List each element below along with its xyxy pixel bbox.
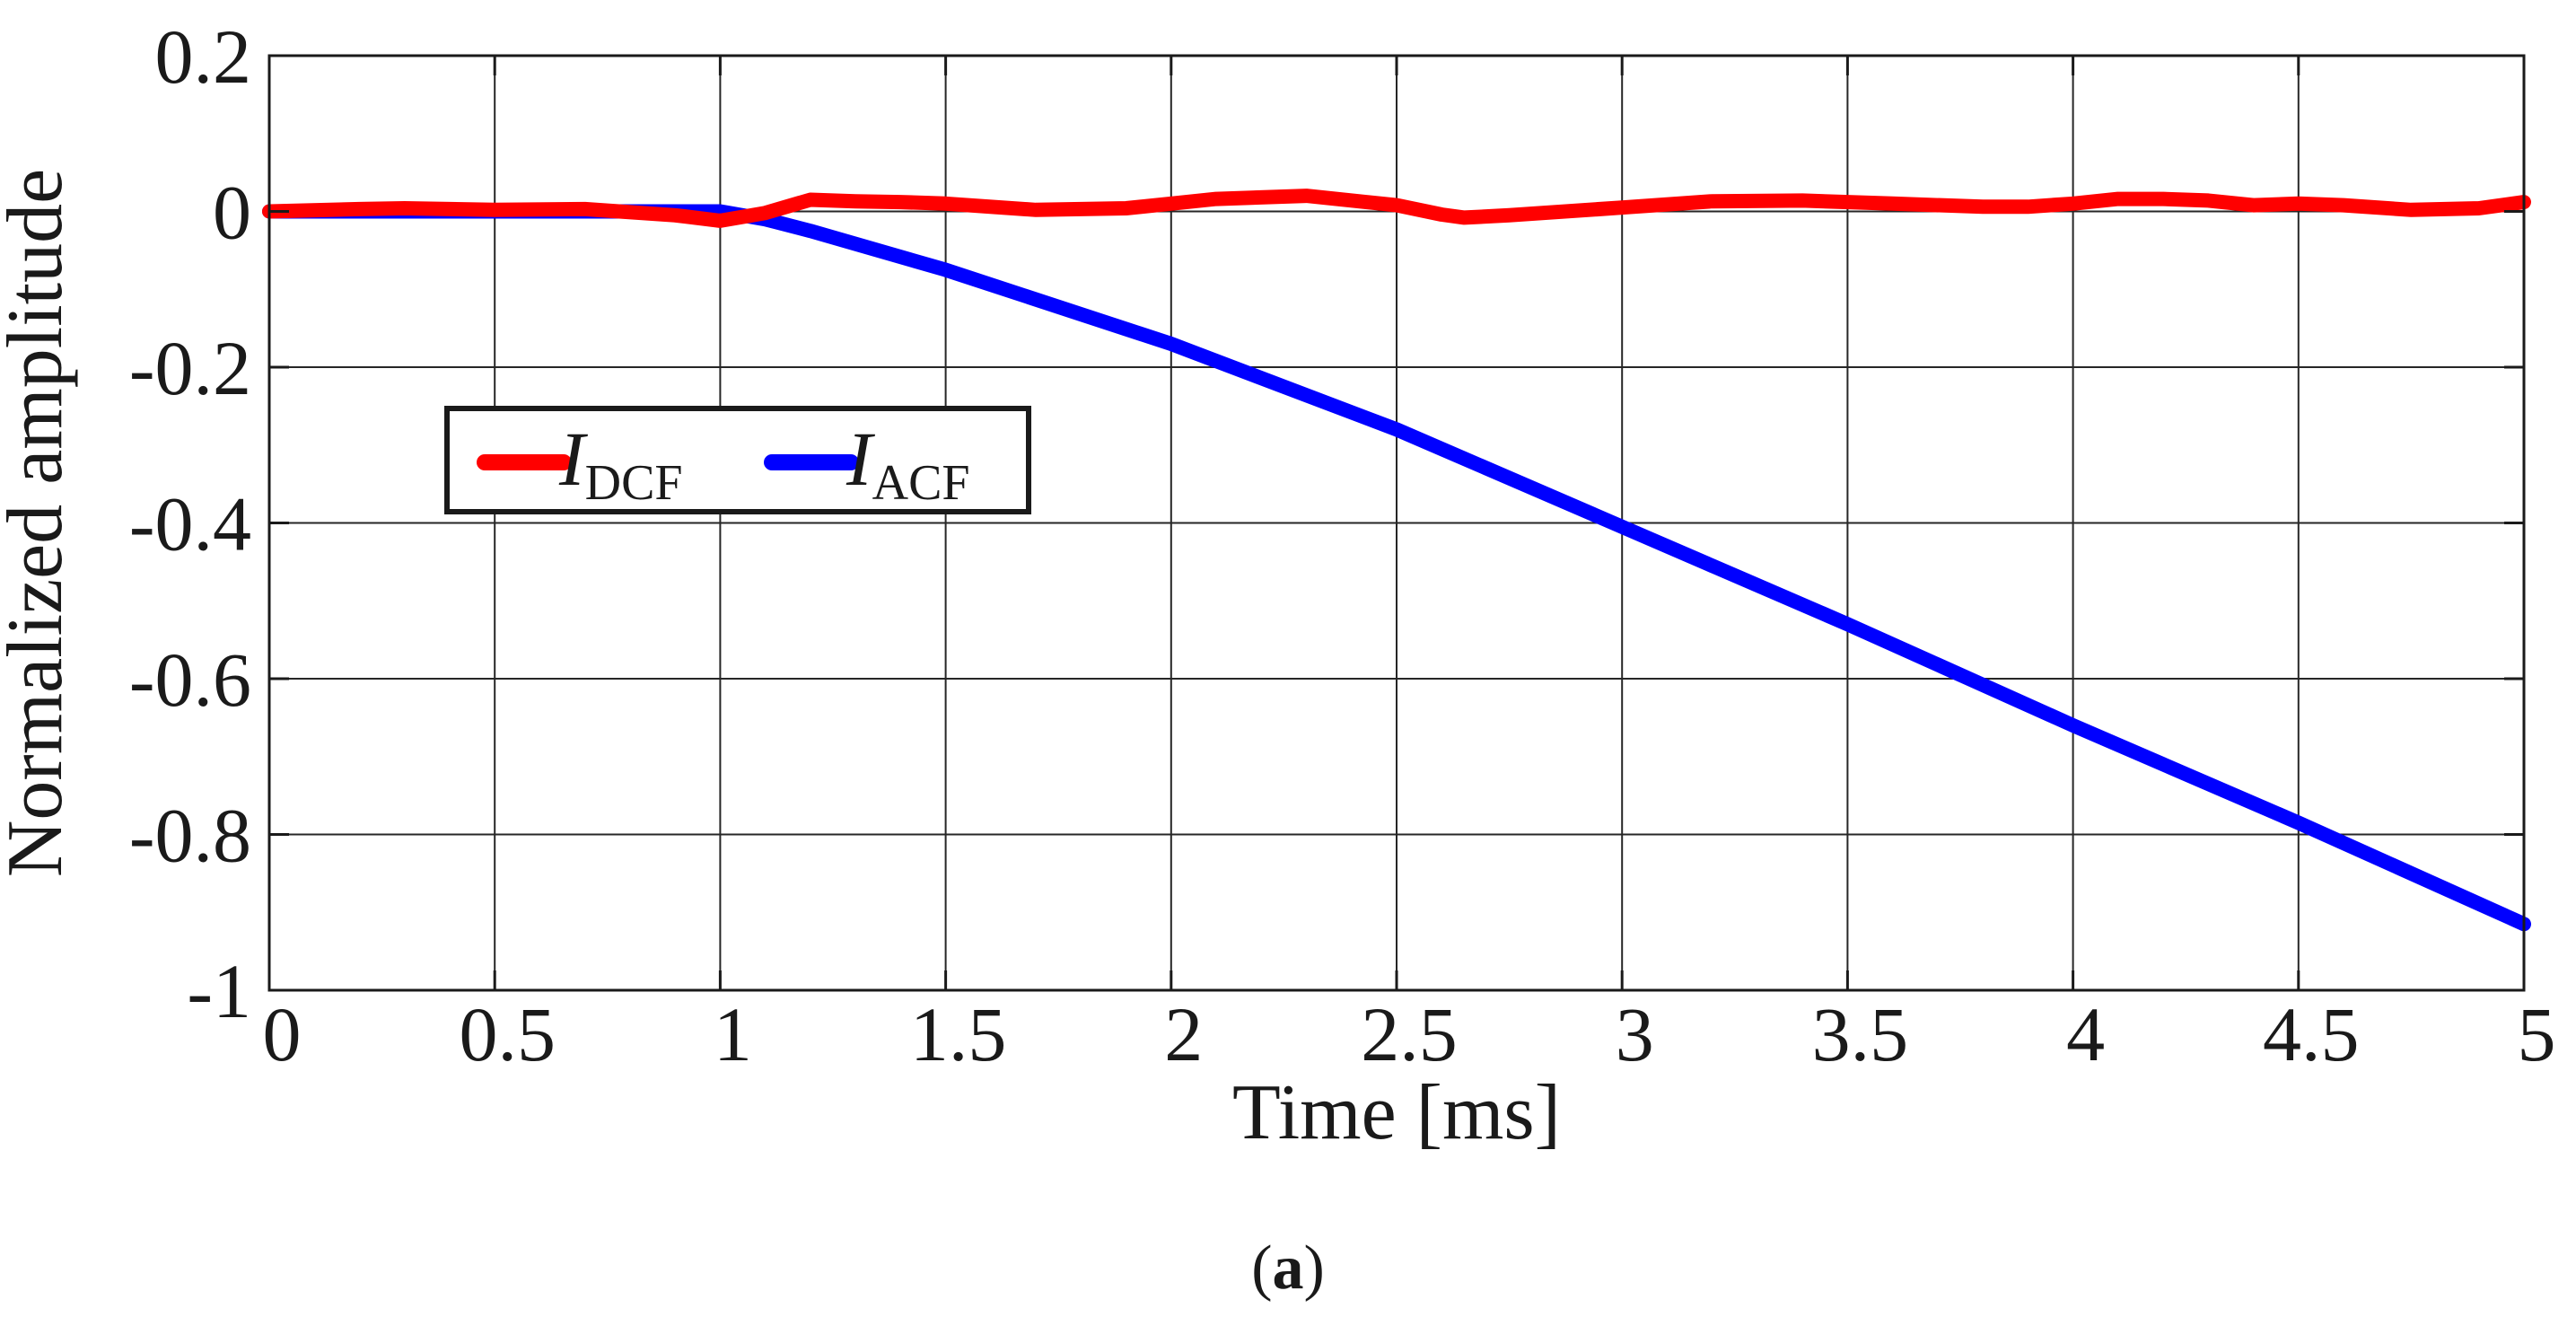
figure-caption: (a) xyxy=(1251,1234,1325,1303)
x-tick-label: 4 xyxy=(2066,991,2105,1077)
y-tick-label: 0 xyxy=(213,170,251,256)
y-tick-label: -0.6 xyxy=(129,637,251,723)
y-tick-label: -0.2 xyxy=(129,325,251,411)
x-tick-label: 4.5 xyxy=(2263,991,2360,1077)
y-tick-label: -0.4 xyxy=(129,481,251,567)
legend-label-idcf: IDCF xyxy=(558,416,683,511)
x-tick-label: 1.5 xyxy=(910,991,1007,1077)
x-tick-label: 0 xyxy=(263,991,302,1077)
y-axis-label: Normalized amplitude xyxy=(0,169,79,877)
x-tick-label: 0.5 xyxy=(459,991,556,1077)
legend-label-iacf: IACF xyxy=(846,416,970,511)
x-axis-label: Time [ms] xyxy=(1232,1069,1561,1156)
y-tick-label: -1 xyxy=(187,948,251,1034)
x-tick-label: 3.5 xyxy=(1812,991,1909,1077)
y-tick-label: 0.2 xyxy=(155,13,252,100)
series-line-i-dcf xyxy=(262,189,2531,228)
x-tick-label: 1 xyxy=(714,991,752,1077)
x-tick-label: 5 xyxy=(2518,991,2556,1077)
legend: IDCF IACF xyxy=(444,406,1031,514)
series-line-i-acf xyxy=(262,204,2531,932)
axis-ticks: 0 0.5 1 1.5 2 2.5 3 3.5 4 4.5 5 0.2 0 -0.2 -0.4 -0.6 -0.… xyxy=(129,13,2556,1077)
x-tick-label: 2 xyxy=(1164,991,1203,1077)
y-tick-label: -0.8 xyxy=(129,793,251,879)
x-tick-label: 3 xyxy=(1616,991,1654,1077)
x-tick-label: 2.5 xyxy=(1361,991,1458,1077)
series-lines xyxy=(262,189,2531,932)
